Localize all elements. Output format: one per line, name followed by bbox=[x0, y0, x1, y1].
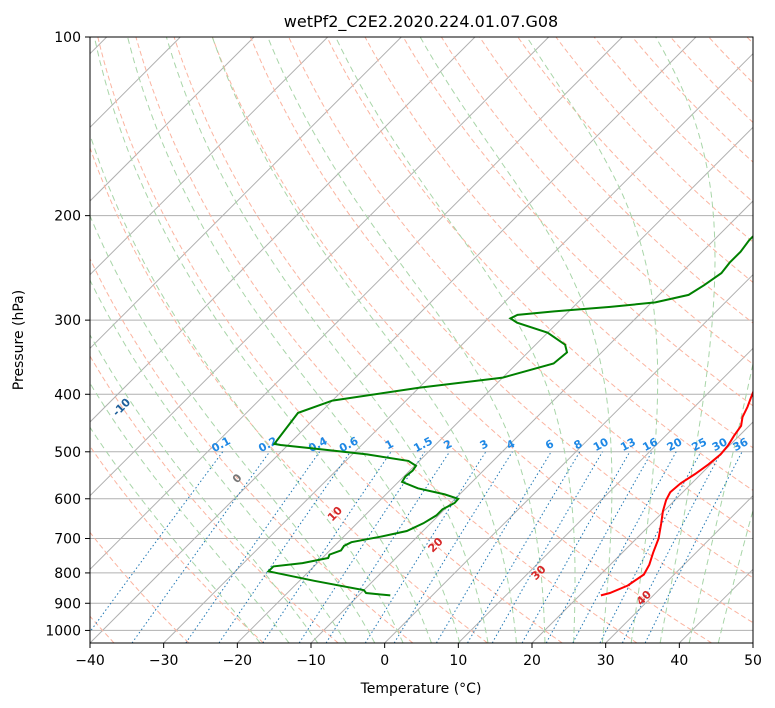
moist-adiabat-line bbox=[419, 37, 613, 643]
moist-adiabat-line bbox=[526, 37, 659, 643]
y-tick-label: 900 bbox=[54, 596, 81, 612]
mixing-ratio-line bbox=[298, 451, 426, 643]
x-tick-label: 20 bbox=[523, 653, 541, 669]
dry-adiabat-line bbox=[90, 355, 339, 643]
isotherm-line bbox=[531, 421, 753, 643]
dry-adiabat-line bbox=[326, 37, 753, 492]
y-tick-label: 300 bbox=[54, 313, 81, 329]
mixing-ratio-line bbox=[599, 451, 702, 643]
mixing-ratio-label: 36 bbox=[731, 435, 751, 454]
x-tick-label: −30 bbox=[149, 653, 179, 669]
moist-adiabat-line bbox=[655, 37, 716, 643]
dry-adiabat-line bbox=[90, 257, 414, 643]
background-lines bbox=[90, 37, 753, 643]
mixing-ratio-label: 16 bbox=[640, 435, 660, 454]
isotherm-line bbox=[605, 494, 753, 643]
chart-title: wetPf2_C2E2.2020.224.01.07.G08 bbox=[284, 12, 558, 32]
dry-adiabat-line bbox=[90, 146, 488, 643]
moist-adiabat-line bbox=[90, 133, 404, 643]
moist-adiabat-line bbox=[688, 361, 753, 643]
dry-adiabat-line bbox=[440, 37, 753, 365]
mixing-ratio-line bbox=[90, 451, 224, 633]
dry-adiabat-line bbox=[517, 37, 753, 284]
isotherm-line bbox=[310, 200, 753, 643]
mixing-ratio-line bbox=[185, 451, 321, 643]
x-tick-label: 30 bbox=[597, 653, 615, 669]
isotherm-line bbox=[90, 37, 550, 497]
dry-adiabat-line bbox=[173, 37, 712, 643]
dry-adiabat-line bbox=[250, 37, 753, 579]
dry-adiabat-line bbox=[402, 37, 753, 407]
x-axis-ticks: −40 −30 −20 −10 0 10 20 30 40 50 bbox=[75, 643, 762, 669]
isotherm-line bbox=[90, 37, 623, 571]
x-tick-label: −40 bbox=[75, 653, 105, 669]
moist-adiabat-line bbox=[211, 37, 517, 643]
y-tick-label: 500 bbox=[54, 445, 81, 461]
isotherm-line bbox=[163, 52, 753, 643]
mixing-ratio-line bbox=[262, 451, 392, 643]
y-tick-label: 200 bbox=[54, 209, 81, 225]
mixing-ratio-line bbox=[131, 451, 271, 643]
mixing-ratio-label: 20 bbox=[665, 435, 685, 454]
isotherm-line bbox=[90, 37, 255, 202]
mixing-ratio-label: 10 bbox=[591, 435, 611, 454]
sounding-profiles bbox=[266, 234, 753, 597]
x-tick-label: 10 bbox=[449, 653, 467, 669]
x-axis-label: Temperature (°C) bbox=[360, 681, 482, 697]
moist-adiabat-line bbox=[90, 426, 261, 643]
y-axis-ticks: 100 200 300 400 500 600 700 800 900 1000 bbox=[45, 30, 90, 639]
isotherm-line bbox=[384, 273, 753, 643]
plot-frame bbox=[89, 36, 754, 644]
mixing-ratio-line bbox=[218, 451, 351, 643]
moist-adiabat-line bbox=[90, 382, 290, 643]
mixing-ratio-label: 25 bbox=[689, 435, 709, 454]
y-tick-label: 600 bbox=[54, 492, 81, 508]
sounding-line bbox=[600, 389, 753, 597]
x-tick-label: 50 bbox=[744, 653, 762, 669]
isotherm-line bbox=[457, 347, 753, 643]
mixing-ratio-line bbox=[435, 451, 552, 643]
moist-adiabat-line bbox=[335, 37, 576, 643]
dry-adiabat-line bbox=[135, 37, 638, 643]
dry-adiabat-line bbox=[90, 445, 264, 643]
moist-adiabat-line bbox=[165, 37, 489, 643]
x-tick-label: 40 bbox=[670, 653, 688, 669]
sounding-line bbox=[266, 234, 753, 597]
isotherm-line bbox=[90, 37, 329, 276]
moist-adiabat-line bbox=[90, 333, 319, 643]
mixing-ratio-line bbox=[325, 451, 451, 643]
isotherm-line bbox=[90, 37, 476, 423]
moist-adiabat-line bbox=[93, 37, 432, 643]
y-tick-label: 800 bbox=[54, 566, 81, 582]
y-tick-label: 700 bbox=[54, 532, 81, 548]
x-tick-label: −10 bbox=[296, 653, 326, 669]
mixing-ratio-label: 13 bbox=[618, 435, 638, 454]
isotherm-line bbox=[90, 37, 697, 643]
dry-adiabat-line bbox=[90, 531, 190, 643]
moist-adiabat-line bbox=[717, 508, 753, 643]
moist-adiabat-line bbox=[267, 37, 546, 643]
mixing-ratio-line bbox=[572, 451, 677, 643]
moist-adiabat-line bbox=[90, 214, 376, 643]
x-tick-label: −20 bbox=[223, 653, 253, 669]
isotherm-line bbox=[236, 126, 753, 643]
mixing-ratio-line bbox=[364, 451, 487, 643]
mixing-ratio-line bbox=[521, 451, 631, 643]
mixing-ratio-line bbox=[644, 451, 743, 643]
mixing-ratio-line bbox=[545, 451, 653, 643]
moist-adiabat-line bbox=[90, 279, 347, 643]
y-axis-label: Pressure (hPa) bbox=[11, 290, 27, 390]
moist-adiabat-line bbox=[127, 37, 461, 643]
dry-adiabat-line bbox=[211, 37, 753, 624]
y-tick-label: 1000 bbox=[45, 623, 81, 639]
y-tick-label: 100 bbox=[54, 30, 81, 46]
x-tick-label: 0 bbox=[380, 653, 389, 669]
y-tick-label: 400 bbox=[54, 387, 81, 403]
dry-adiabat-line bbox=[97, 37, 563, 643]
